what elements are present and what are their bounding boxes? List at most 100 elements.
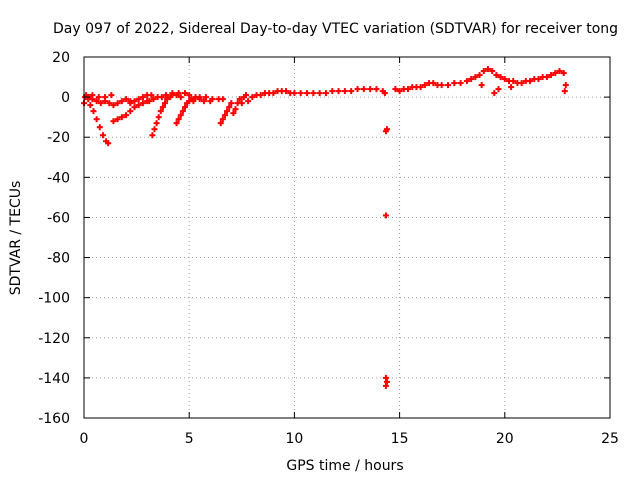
data-point [238, 100, 245, 107]
y-tick-label: -40 [47, 170, 70, 186]
data-point [552, 70, 559, 77]
data-point [501, 76, 508, 83]
data-point [175, 116, 182, 123]
data-point [157, 108, 164, 115]
data-point [508, 84, 515, 91]
data-point [164, 96, 171, 103]
data-point [146, 98, 153, 105]
data-point [396, 88, 403, 95]
data-point [95, 94, 102, 101]
data-point [382, 212, 389, 219]
y-tick-label: 0 [61, 90, 70, 106]
data-point [151, 126, 158, 133]
data-point [108, 92, 115, 99]
x-tick-label: 0 [80, 431, 89, 447]
data-point [405, 86, 412, 93]
data-point [381, 90, 388, 97]
data-point [543, 74, 550, 81]
x-tick-label: 10 [285, 431, 303, 447]
x-tick-label: 15 [391, 431, 409, 447]
data-point [232, 106, 239, 113]
data-point [444, 82, 451, 89]
data-point [93, 116, 100, 123]
data-point [169, 90, 176, 97]
data-point [226, 104, 233, 111]
data-point [373, 86, 380, 93]
data-point [110, 118, 117, 125]
data-point [476, 72, 483, 79]
data-point [118, 98, 125, 105]
data-point [329, 88, 336, 95]
data-point [221, 112, 228, 119]
data-point [463, 78, 470, 85]
data-point [175, 90, 182, 97]
axis-ticks: 0 5 10 15 20 25 -160 -140 -120 -100 -80 -60 -40 -20 0 2… [38, 50, 619, 447]
data-point [127, 108, 134, 115]
data-point [203, 94, 210, 101]
data-point [150, 96, 157, 103]
data-point [196, 96, 203, 103]
data-point [118, 114, 125, 121]
data-point [123, 112, 130, 119]
data-point [217, 120, 224, 127]
data-point [123, 96, 130, 103]
data-point [489, 68, 496, 75]
data-point [249, 94, 256, 101]
data-point [457, 80, 464, 87]
x-axis-label: GPS time / hours [286, 458, 403, 474]
data-point [102, 94, 109, 101]
data-points [81, 66, 569, 389]
data-point [562, 82, 569, 89]
data-point [207, 98, 214, 105]
data-point [316, 90, 323, 97]
data-point [236, 96, 243, 103]
data-point [99, 132, 106, 139]
data-point [106, 100, 113, 107]
y-tick-label: 20 [52, 50, 70, 66]
data-point [224, 108, 231, 115]
data-point [179, 108, 186, 115]
data-point [257, 92, 264, 99]
data-point [135, 96, 142, 103]
data-point [90, 108, 97, 115]
data-point [478, 82, 485, 89]
data-point [556, 68, 563, 75]
data-point [561, 88, 568, 95]
data-point [114, 116, 121, 123]
data-point [96, 124, 103, 131]
data-point [472, 74, 479, 81]
data-point [382, 382, 389, 389]
data-point [181, 90, 188, 97]
data-point [159, 104, 166, 111]
data-point [181, 104, 188, 111]
data-point [495, 86, 502, 93]
data-point [527, 78, 534, 85]
y-tick-label: -140 [38, 371, 70, 387]
y-tick-label: -60 [47, 210, 70, 226]
data-point [87, 102, 94, 109]
data-point [354, 86, 361, 93]
data-point [228, 100, 235, 107]
data-point [186, 92, 193, 99]
data-point [114, 100, 121, 107]
x-tick-label: 5 [185, 431, 194, 447]
data-point [560, 70, 567, 77]
data-point [297, 90, 304, 97]
data-point [291, 90, 298, 97]
data-point [383, 378, 390, 385]
y-tick-label: -120 [38, 331, 70, 347]
y-axis-label: SDTVAR / TECUs [8, 181, 24, 296]
data-point [243, 92, 250, 99]
data-point [497, 74, 504, 81]
data-point [348, 88, 355, 95]
data-point [93, 98, 100, 105]
data-point [139, 94, 146, 101]
data-point [200, 98, 207, 105]
data-point [480, 68, 487, 75]
data-point [158, 94, 165, 101]
data-point [230, 110, 237, 117]
data-point [383, 126, 390, 133]
data-point [153, 120, 160, 127]
data-point [131, 104, 138, 111]
